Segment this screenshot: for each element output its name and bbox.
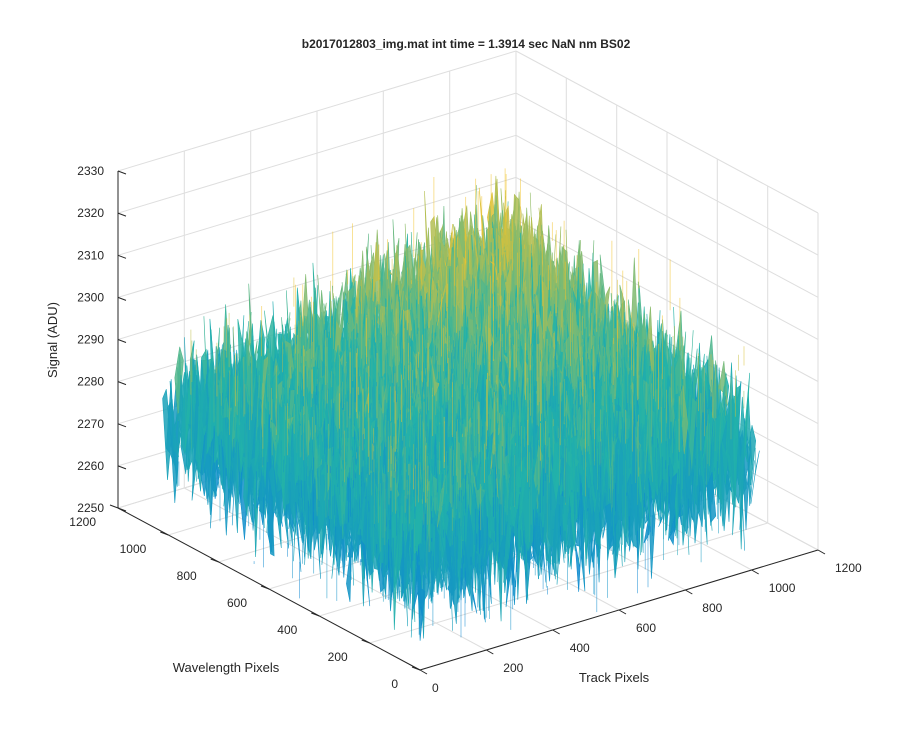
grid-line-back-z: [515, 50, 819, 214]
grid-line-back-z: [117, 134, 517, 256]
surface-plot: [162, 168, 760, 641]
surface-patch: [600, 485, 610, 515]
grid-line-back-z: [117, 176, 517, 298]
grid-line-back-z: [515, 92, 819, 256]
grid-line-back-z: [117, 219, 517, 340]
surface-patch: [614, 437, 625, 578]
plot-axes: 0200400600800100012000200400600800100012…: [69, 50, 862, 695]
surface-patch: [721, 423, 731, 485]
surface-patch: [532, 512, 542, 568]
grid-line-back-z: [117, 92, 517, 214]
surface-patch: [498, 521, 508, 568]
surface-patch: [706, 472, 717, 523]
surface-patch: [566, 429, 576, 552]
surface-patch: [437, 285, 447, 326]
grid-line-back-z: [515, 134, 819, 298]
surface-patch: [580, 484, 590, 551]
surface-patch: [716, 402, 726, 505]
surface-patch: [745, 418, 755, 506]
surface-patch: [585, 476, 595, 544]
surface-patch: [668, 472, 678, 541]
grid-line-back-z: [515, 176, 819, 340]
surface-patch: [678, 385, 689, 455]
surface-patch: [605, 502, 615, 551]
surface-patch: [503, 444, 513, 583]
surface-patch: [663, 465, 673, 522]
surface-patch: [711, 412, 721, 505]
surface-patch: [551, 472, 561, 565]
grid-line-back-z: [117, 50, 517, 172]
